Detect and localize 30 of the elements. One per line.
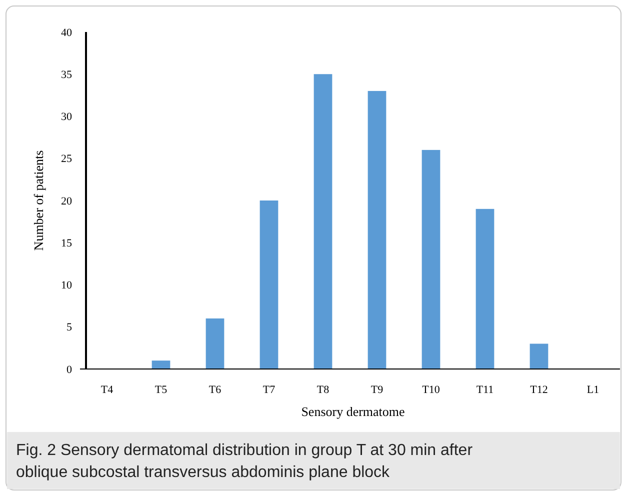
- y-tick-label: 10: [61, 280, 72, 292]
- x-tick-label: T5: [154, 384, 168, 396]
- x-tick-label: T8: [316, 384, 330, 396]
- x-tick-label: T9: [370, 384, 384, 396]
- x-tick-label: T7: [262, 384, 276, 396]
- bar: [422, 150, 440, 369]
- x-tick-label: T6: [208, 384, 222, 396]
- y-tick-label: 30: [61, 111, 72, 124]
- bar: [152, 360, 170, 369]
- y-tick-label: 0: [66, 364, 72, 376]
- y-tick-label: 35: [61, 68, 72, 81]
- bar: [368, 90, 386, 369]
- x-tick-label: T10: [422, 384, 440, 396]
- y-axis-title: Number of patients: [31, 150, 46, 251]
- y-tick-label: 5: [66, 322, 72, 334]
- bar: [530, 344, 548, 369]
- y-tick-label: 25: [61, 153, 72, 166]
- bar: [476, 208, 494, 369]
- y-tick-label: 40: [61, 26, 72, 39]
- x-tick-label: T12: [530, 384, 548, 396]
- y-tick-label: 15: [61, 237, 72, 250]
- bar: [260, 200, 278, 369]
- bar: [314, 74, 332, 369]
- caption: Fig. 2 Sensory dermatomal distribution in group T at 30 min after oblique subcostal transversus abdominis plane block: [16, 442, 474, 481]
- x-tick-label: T4: [100, 384, 114, 396]
- x-tick-label: T11: [476, 384, 494, 396]
- x-axis-title: Sensory dermatome: [301, 404, 406, 419]
- bar: [206, 318, 224, 369]
- y-tick-label: 20: [61, 195, 72, 208]
- x-tick-label: L1: [586, 384, 600, 396]
